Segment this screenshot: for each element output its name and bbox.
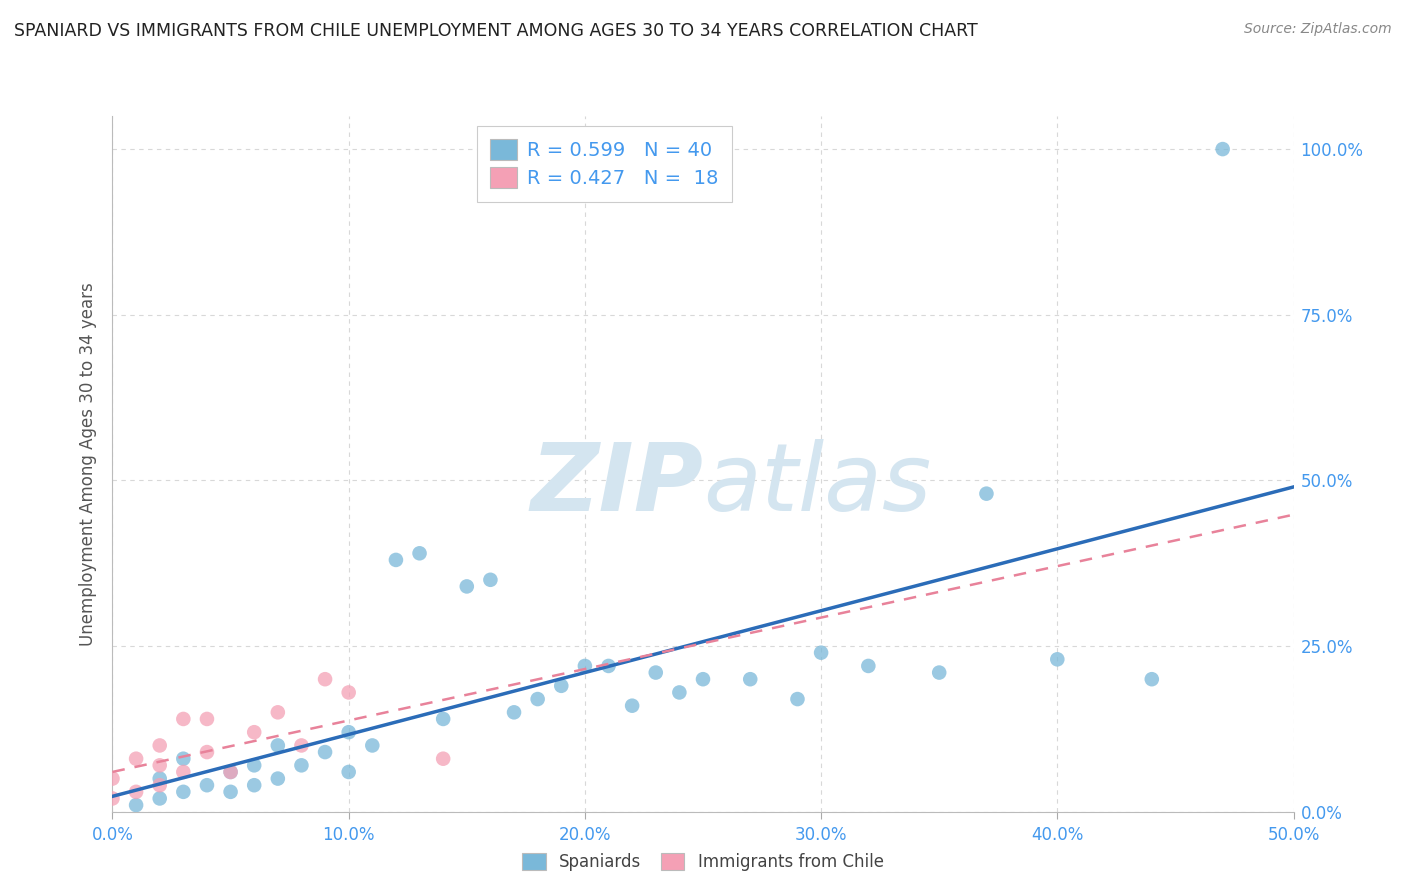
Point bbox=[172, 785, 194, 799]
Point bbox=[550, 679, 572, 693]
Point bbox=[526, 692, 548, 706]
Point bbox=[195, 712, 218, 726]
Point bbox=[195, 745, 218, 759]
Point bbox=[337, 764, 360, 779]
Point bbox=[432, 712, 454, 726]
Legend: Spaniards, Immigrants from Chile: Spaniards, Immigrants from Chile bbox=[513, 845, 893, 880]
Point bbox=[408, 546, 430, 560]
Point bbox=[668, 685, 690, 699]
Point bbox=[149, 791, 172, 805]
Point bbox=[195, 778, 218, 792]
Y-axis label: Unemployment Among Ages 30 to 34 years: Unemployment Among Ages 30 to 34 years bbox=[79, 282, 97, 646]
Point bbox=[1140, 672, 1163, 686]
Point bbox=[692, 672, 714, 686]
Point bbox=[503, 706, 526, 720]
Point bbox=[219, 764, 242, 779]
Point bbox=[125, 798, 148, 813]
Text: ZIP: ZIP bbox=[530, 439, 703, 531]
Point bbox=[290, 739, 312, 753]
Point bbox=[644, 665, 666, 680]
Point bbox=[928, 665, 950, 680]
Point bbox=[172, 712, 194, 726]
Point bbox=[432, 752, 454, 766]
Point bbox=[574, 659, 596, 673]
Point bbox=[786, 692, 808, 706]
Point bbox=[101, 791, 124, 805]
Point bbox=[243, 758, 266, 772]
Point bbox=[149, 778, 172, 792]
Point bbox=[267, 772, 290, 786]
Point bbox=[385, 553, 408, 567]
Point bbox=[125, 785, 148, 799]
Point bbox=[621, 698, 644, 713]
Point bbox=[149, 772, 172, 786]
Point bbox=[456, 579, 478, 593]
Point bbox=[267, 739, 290, 753]
Point bbox=[1046, 652, 1069, 666]
Point bbox=[337, 685, 360, 699]
Point bbox=[479, 573, 502, 587]
Point bbox=[361, 739, 384, 753]
Legend: R = 0.599   N = 40, R = 0.427   N =  18: R = 0.599 N = 40, R = 0.427 N = 18 bbox=[477, 126, 733, 202]
Point bbox=[337, 725, 360, 739]
Point bbox=[1212, 142, 1234, 156]
Point bbox=[267, 706, 290, 720]
Point bbox=[598, 659, 620, 673]
Point bbox=[172, 752, 194, 766]
Point bbox=[243, 725, 266, 739]
Point bbox=[314, 745, 336, 759]
Point bbox=[290, 758, 312, 772]
Point bbox=[810, 646, 832, 660]
Point bbox=[219, 785, 242, 799]
Point bbox=[101, 772, 124, 786]
Point bbox=[976, 486, 998, 500]
Point bbox=[243, 778, 266, 792]
Point bbox=[149, 758, 172, 772]
Text: SPANIARD VS IMMIGRANTS FROM CHILE UNEMPLOYMENT AMONG AGES 30 TO 34 YEARS CORRELA: SPANIARD VS IMMIGRANTS FROM CHILE UNEMPL… bbox=[14, 22, 977, 40]
Point bbox=[149, 739, 172, 753]
Text: Source: ZipAtlas.com: Source: ZipAtlas.com bbox=[1244, 22, 1392, 37]
Point bbox=[172, 764, 194, 779]
Point bbox=[125, 752, 148, 766]
Text: atlas: atlas bbox=[703, 439, 931, 530]
Point bbox=[314, 672, 336, 686]
Point bbox=[740, 672, 762, 686]
Point bbox=[219, 764, 242, 779]
Point bbox=[858, 659, 880, 673]
